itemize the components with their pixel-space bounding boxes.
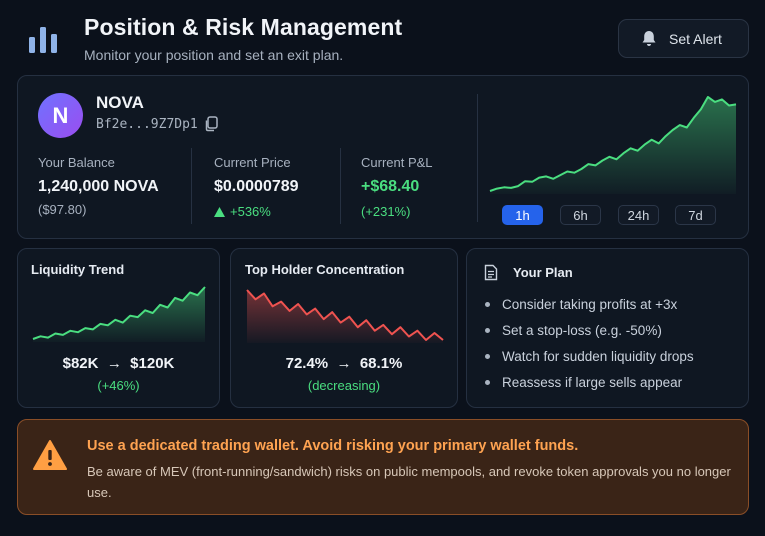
token-avatar: N — [38, 93, 83, 138]
position-card: N NOVA Bf2e...9Z7Dp1 Your Balance 1,240,… — [17, 75, 749, 239]
price-series-line — [489, 96, 737, 192]
balance-value: 1,240,000 NOVA — [38, 178, 159, 195]
plan-list: Consider taking profits at +3x Set a stop… — [485, 291, 694, 395]
liquidity-to: $120K — [130, 355, 175, 372]
pnl-label: Current P&L — [361, 155, 433, 170]
holder-from: 72.4% — [285, 355, 329, 372]
holder-title: Top Holder Concentration — [245, 262, 405, 277]
arrow-right-icon: → — [102, 355, 126, 372]
bullet — [485, 327, 490, 333]
price-chart — [489, 96, 737, 194]
holder-chart — [246, 289, 444, 343]
liquidity-change: (+46%) — [97, 378, 140, 393]
liquidity-range: $82K → $120K — [18, 355, 219, 372]
price-change-value: +536% — [230, 204, 271, 219]
page-subtitle: Monitor your position and set an exit pl… — [84, 47, 344, 63]
price-value: $0.0000789 — [214, 178, 299, 195]
token-name: NOVA — [96, 93, 144, 112]
plan-item: Reassess if large sells appear — [485, 369, 694, 395]
liquidity-title: Liquidity Trend — [31, 262, 125, 277]
divider — [477, 94, 478, 222]
bullet — [485, 301, 490, 307]
holder-card: Top Holder Concentration 72.4% → 68.1% (… — [230, 248, 458, 408]
balance-usd: ($97.80) — [38, 202, 87, 217]
plan-item-text: Consider taking profits at +3x — [502, 296, 678, 312]
holder-range: 72.4% → 68.1% — [231, 355, 457, 372]
plan-card: Your Plan Consider taking profits at +3x… — [466, 248, 749, 408]
holder-to: 68.1% — [359, 355, 403, 372]
bar-chart-icon — [29, 27, 57, 53]
arrow-right-icon: → — [332, 355, 356, 372]
page-header: Position & Risk Management Monitor your … — [0, 0, 765, 70]
pnl-percent: (+231%) — [361, 204, 411, 219]
price-change: +536% — [214, 204, 271, 219]
plan-item-text: Reassess if large sells appear — [502, 374, 683, 390]
liquidity-chart — [32, 286, 206, 342]
page-title: Position & Risk Management — [84, 14, 403, 40]
bell-icon — [642, 31, 656, 46]
warning-body: Be aware of MEV (front-running/sandwich)… — [87, 464, 731, 500]
price-series-area — [490, 97, 736, 194]
plan-item: Set a stop-loss (e.g. -50%) — [485, 317, 694, 343]
bullet — [485, 379, 490, 385]
holder-change: (decreasing) — [307, 378, 381, 393]
set-alert-label: Set Alert — [669, 30, 722, 47]
holder-series-area — [247, 290, 443, 343]
timeframe-7d[interactable]: 7d — [675, 205, 716, 225]
document-icon — [484, 264, 498, 281]
divider — [191, 148, 192, 224]
plan-item: Consider taking profits at +3x — [485, 291, 694, 317]
liquidity-from: $82K — [62, 355, 99, 372]
timeframe-6h[interactable]: 6h — [560, 205, 601, 225]
plan-item-text: Set a stop-loss (e.g. -50%) — [502, 322, 662, 338]
timeframe-24h[interactable]: 24h — [618, 205, 659, 225]
copy-icon[interactable] — [204, 116, 218, 132]
plan-title: Your Plan — [513, 265, 573, 280]
pnl-value: +$68.40 — [361, 178, 420, 195]
liquidity-series-area — [33, 287, 205, 342]
bullet — [485, 353, 490, 359]
plan-item-text: Watch for sudden liquidity drops — [502, 348, 694, 364]
price-label: Current Price — [214, 155, 291, 170]
warning-triangle-icon — [33, 440, 67, 470]
liquidity-card: Liquidity Trend $82K → $120K (+46%) — [17, 248, 220, 408]
set-alert-button[interactable]: Set Alert — [618, 19, 749, 58]
balance-label: Your Balance — [38, 155, 115, 170]
plan-item: Watch for sudden liquidity drops — [485, 343, 694, 369]
warning-banner: Use a dedicated trading wallet. Avoid ri… — [17, 419, 749, 515]
liquidity-series-line — [32, 286, 206, 340]
holder-series-line — [246, 289, 444, 341]
warning-title: Use a dedicated trading wallet. Avoid ri… — [87, 438, 579, 454]
timeframe-1h[interactable]: 1h — [502, 205, 543, 225]
triangle-up-icon — [214, 206, 225, 217]
token-address: Bf2e...9Z7Dp1 — [96, 117, 198, 132]
divider — [340, 148, 341, 224]
